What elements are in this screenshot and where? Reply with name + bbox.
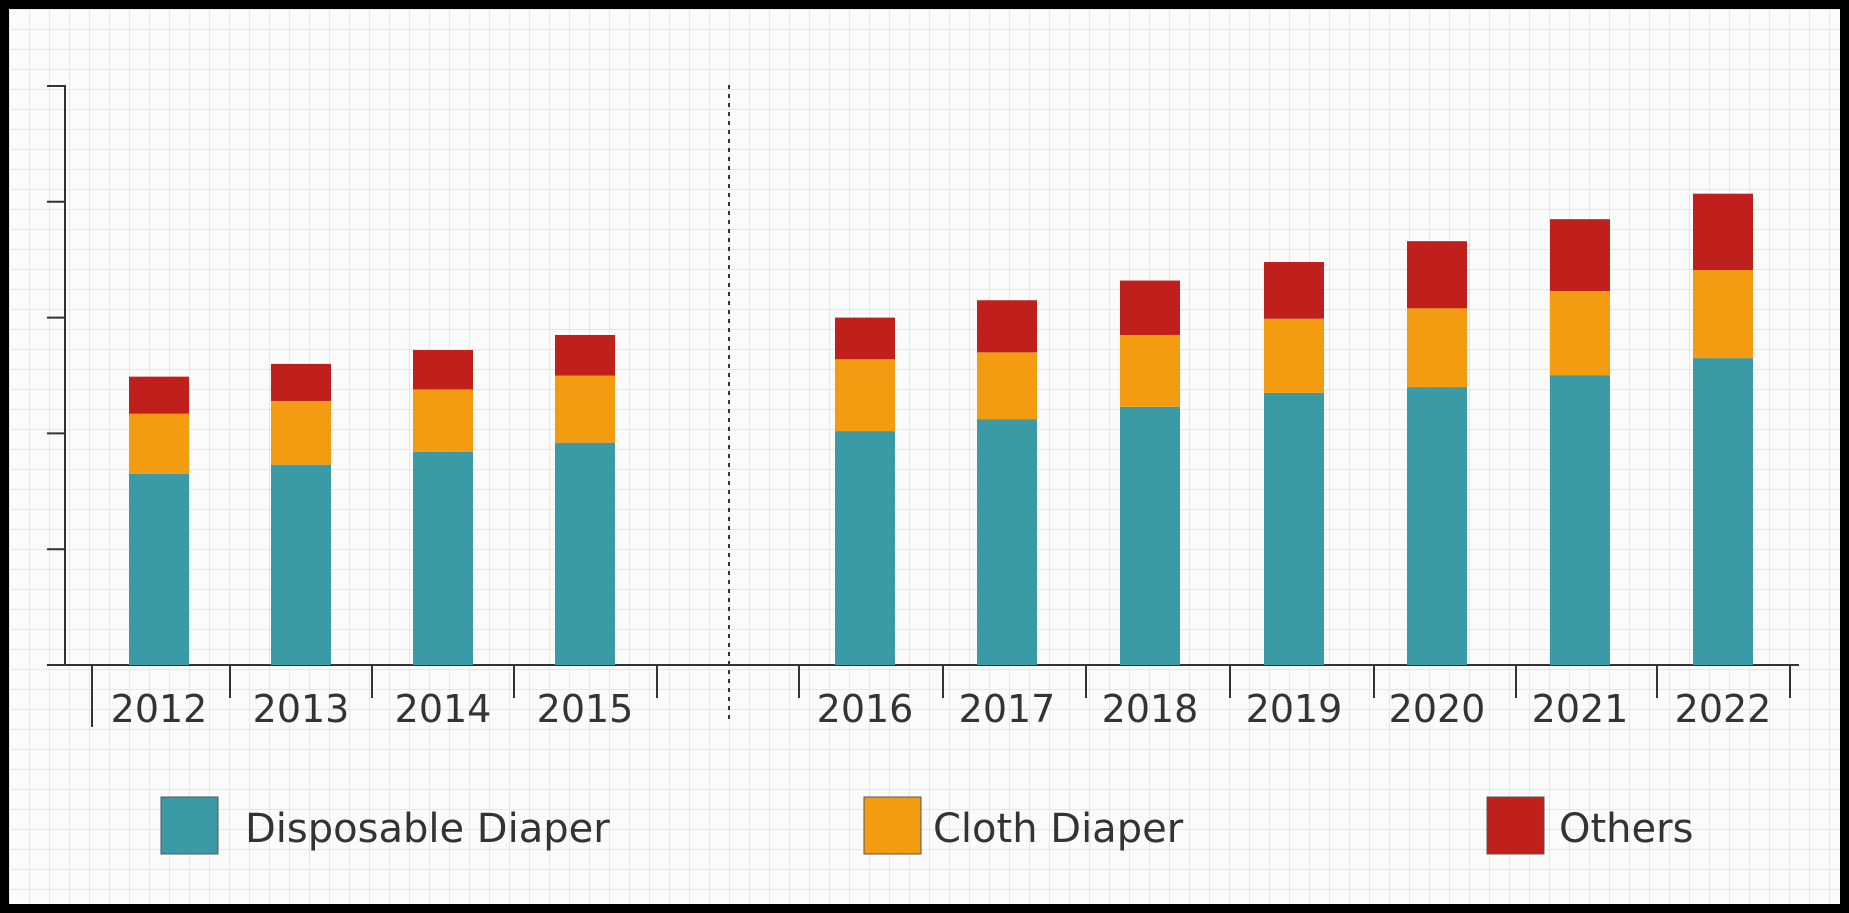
- bar-segment-disposable-diaper-2021: [1550, 376, 1610, 666]
- x-tick-label-2017: 2017: [959, 687, 1056, 731]
- x-tick-label-2015: 2015: [537, 687, 634, 731]
- x-tick-label-2018: 2018: [1102, 687, 1199, 731]
- bar-segment-cloth-diaper-2015: [555, 376, 615, 443]
- bar-segment-cloth-diaper-2022: [1693, 270, 1753, 358]
- bar-segment-others-2017: [977, 300, 1037, 352]
- bar-segment-others-2013: [271, 364, 331, 401]
- bar-segment-disposable-diaper-2019: [1264, 393, 1324, 665]
- legend-label-others: Others: [1559, 806, 1693, 852]
- bar-segment-cloth-diaper-2021: [1550, 291, 1610, 376]
- bar-segment-disposable-diaper-2014: [413, 452, 473, 665]
- x-tick-labels: 2012 2013 2014 2015 2016 2017 2018 2019 2020 2021…: [111, 687, 1772, 731]
- bar-segment-disposable-diaper-2013: [271, 465, 331, 665]
- stacked-bar-chart: 2012 2013 2014 2015 2016 2017 2018 2019 2020 2021…: [9, 9, 1840, 904]
- bar-segment-cloth-diaper-2013: [271, 401, 331, 465]
- x-tick-label-2019: 2019: [1246, 687, 1343, 731]
- bar-segment-disposable-diaper-2022: [1693, 358, 1753, 665]
- chart-frame: 2012 2013 2014 2015 2016 2017 2018 2019 2020 2021…: [9, 9, 1840, 904]
- bar-segment-others-2020: [1407, 241, 1467, 308]
- legend-label-cloth-diaper: Cloth Diaper: [933, 806, 1184, 852]
- bar-segment-others-2022: [1693, 194, 1753, 270]
- legend: Disposable Diaper Cloth Diaper Others: [161, 797, 1693, 854]
- bar-segment-others-2016: [835, 318, 895, 360]
- bar-segment-cloth-diaper-2012: [129, 414, 189, 474]
- bar-segment-cloth-diaper-2018: [1120, 335, 1180, 407]
- x-tick-label-2012: 2012: [111, 687, 208, 731]
- x-tick-label-2020: 2020: [1389, 687, 1486, 731]
- bar-segment-disposable-diaper-2018: [1120, 407, 1180, 665]
- bar-segment-cloth-diaper-2019: [1264, 319, 1324, 393]
- bar-segment-disposable-diaper-2015: [555, 443, 615, 665]
- bar-segment-others-2021: [1550, 219, 1610, 291]
- bar-segment-cloth-diaper-2017: [977, 352, 1037, 419]
- bar-segment-cloth-diaper-2016: [835, 359, 895, 431]
- legend-swatch-disposable-diaper: [161, 797, 218, 854]
- x-tick-label-2022: 2022: [1675, 687, 1772, 731]
- bar-segment-others-2015: [555, 335, 615, 376]
- legend-swatch-cloth-diaper: [864, 797, 921, 854]
- bar-segment-others-2014: [413, 350, 473, 389]
- legend-label-disposable-diaper: Disposable Diaper: [245, 806, 610, 852]
- bar-segment-others-2019: [1264, 262, 1324, 319]
- x-tick-label-2016: 2016: [817, 687, 914, 731]
- legend-swatch-others: [1487, 797, 1544, 854]
- bar-segment-disposable-diaper-2020: [1407, 387, 1467, 665]
- x-tick-label-2013: 2013: [253, 687, 350, 731]
- x-tick-label-2014: 2014: [395, 687, 492, 731]
- bar-segment-disposable-diaper-2012: [129, 474, 189, 665]
- bar-segment-others-2012: [129, 377, 189, 414]
- bar-segment-others-2018: [1120, 281, 1180, 335]
- x-tick-label-2021: 2021: [1532, 687, 1629, 731]
- bar-segment-cloth-diaper-2014: [413, 389, 473, 452]
- bar-segment-disposable-diaper-2016: [835, 431, 895, 665]
- bar-segment-disposable-diaper-2017: [977, 420, 1037, 665]
- bars: [129, 194, 1753, 665]
- bar-segment-cloth-diaper-2020: [1407, 308, 1467, 387]
